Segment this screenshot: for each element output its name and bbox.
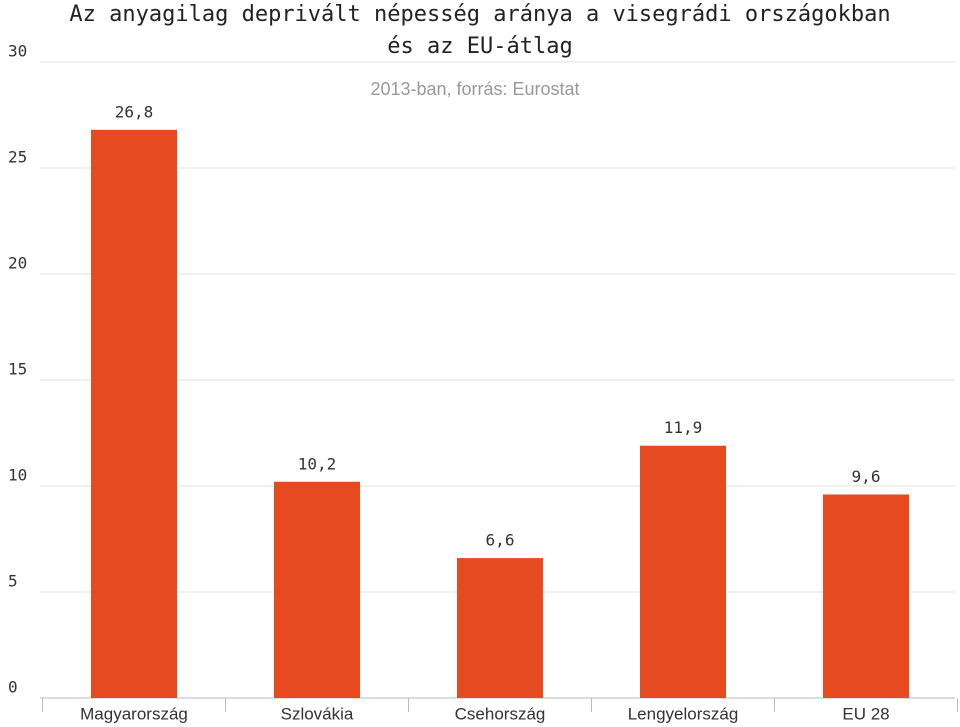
bar [640, 445, 726, 698]
y-tick-label: 20 [8, 254, 27, 273]
chart-title: Az anyagilag deprivált népesség aránya a… [69, 2, 890, 27]
y-tick-label: 0 [8, 678, 18, 697]
y-tick-label: 10 [8, 466, 27, 485]
bar [457, 558, 543, 698]
value-label: 9,6 [852, 467, 881, 486]
grid [40, 61, 955, 699]
bar [274, 481, 360, 698]
value-label: 26,8 [115, 102, 154, 121]
y-tick-label: 25 [8, 148, 27, 167]
chart-title: és az EU-átlag [387, 34, 572, 59]
value-label: 6,6 [486, 531, 515, 550]
x-tick-label: Szlovákia [281, 704, 354, 723]
value-label: 10,2 [298, 454, 337, 473]
value-label: 11,9 [664, 418, 703, 437]
y-tick-label: 30 [8, 42, 27, 61]
y-tick-label: 5 [8, 572, 18, 591]
x-tick-label: Magyarország [80, 704, 188, 723]
bar [91, 129, 177, 699]
bar [823, 494, 909, 698]
x-tick-label: Csehország [455, 704, 546, 723]
x-tick-label: Lengyelország [628, 704, 739, 723]
chart-subtitle: 2013-ban, forrás: Eurostat [370, 79, 579, 99]
y-tick-label: 15 [8, 360, 27, 379]
x-tick-label: EU 28 [842, 704, 889, 723]
